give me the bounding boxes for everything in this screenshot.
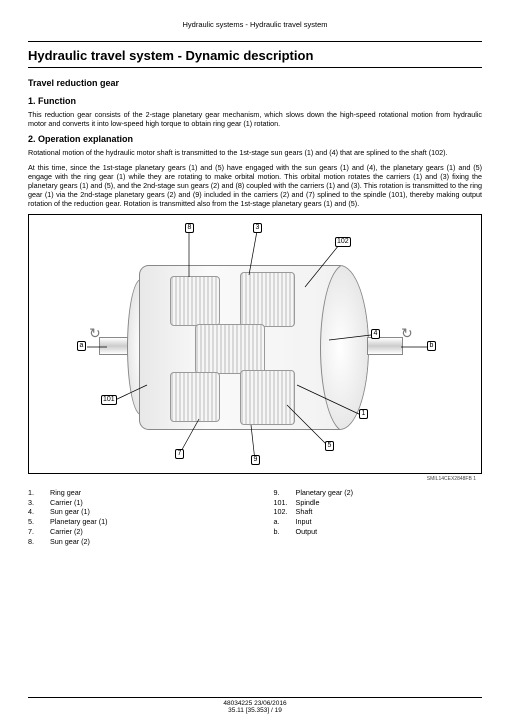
legend-text: Sun gear (1): [50, 507, 90, 517]
legend-col-left: 1.Ring gear 3.Carrier (1) 4.Sun gear (1)…: [28, 488, 108, 546]
legend-num: 102.: [274, 507, 296, 517]
callout-a: a: [77, 341, 86, 351]
legend-text: Planetary gear (1): [50, 517, 108, 527]
legend-text: Shaft: [296, 507, 313, 517]
legend-num: 9.: [274, 488, 296, 498]
callout-b: b: [427, 341, 436, 351]
legend-num: 8.: [28, 537, 50, 547]
callout-1: 1: [359, 409, 368, 419]
legend-text: Planetary gear (2): [296, 488, 354, 498]
legend-text: Carrier (1): [50, 498, 83, 508]
figure-diagram: ↻ ↻ 8 3 102 4 1 5 9 7 101 a b: [28, 214, 482, 474]
figure-caption: SMIL14CEX2848FB 1: [28, 476, 482, 482]
section-2-paragraph-1: Rotational motion of the hydraulic motor…: [28, 148, 482, 157]
footer-line-1: 48034225 23/06/2016: [28, 700, 482, 707]
legend-num: b.: [274, 527, 296, 537]
callout-8: 8: [185, 223, 194, 233]
legend-col-right: 9.Planetary gear (2) 101.Spindle 102.Sha…: [274, 488, 354, 546]
section-1-paragraph: This reduction gear consists of the 2-st…: [28, 110, 482, 128]
legend-num: 7.: [28, 527, 50, 537]
legend-text: Input: [296, 517, 312, 527]
callout-7: 7: [175, 449, 184, 459]
legend-num: 101.: [274, 498, 296, 508]
legend-text: Spindle: [296, 498, 320, 508]
callout-101: 101: [101, 395, 117, 405]
callout-9: 9: [251, 455, 260, 465]
legend-text: Ring gear: [50, 488, 81, 498]
page-title: Hydraulic travel system - Dynamic descri…: [28, 48, 482, 63]
legend-num: 4.: [28, 507, 50, 517]
callout-lines: [29, 215, 481, 473]
subtitle: Travel reduction gear: [28, 78, 482, 88]
page-footer: 48034225 23/06/2016 35.11 [35.353] / 19: [28, 697, 482, 714]
callout-102: 102: [335, 237, 351, 247]
breadcrumb: Hydraulic systems - Hydraulic travel sys…: [28, 20, 482, 29]
legend-text: Carrier (2): [50, 527, 83, 537]
legend-num: 3.: [28, 498, 50, 508]
section-1-heading: 1. Function: [28, 96, 482, 106]
legend-num: 5.: [28, 517, 50, 527]
rule-top: [28, 41, 482, 42]
section-2-heading: 2. Operation explanation: [28, 134, 482, 144]
footer-line-2: 35.11 [35.353] / 19: [28, 707, 482, 714]
legend-text: Sun gear (2): [50, 537, 90, 547]
legend-text: Output: [296, 527, 318, 537]
rule-bottom: [28, 67, 482, 68]
legend-num: a.: [274, 517, 296, 527]
callout-5: 5: [325, 441, 334, 451]
callout-3: 3: [253, 223, 262, 233]
section-2-paragraph-2: At this time, since the 1st-stage planet…: [28, 163, 482, 208]
legend: 1.Ring gear 3.Carrier (1) 4.Sun gear (1)…: [28, 488, 482, 546]
legend-num: 1.: [28, 488, 50, 498]
callout-4: 4: [371, 329, 380, 339]
